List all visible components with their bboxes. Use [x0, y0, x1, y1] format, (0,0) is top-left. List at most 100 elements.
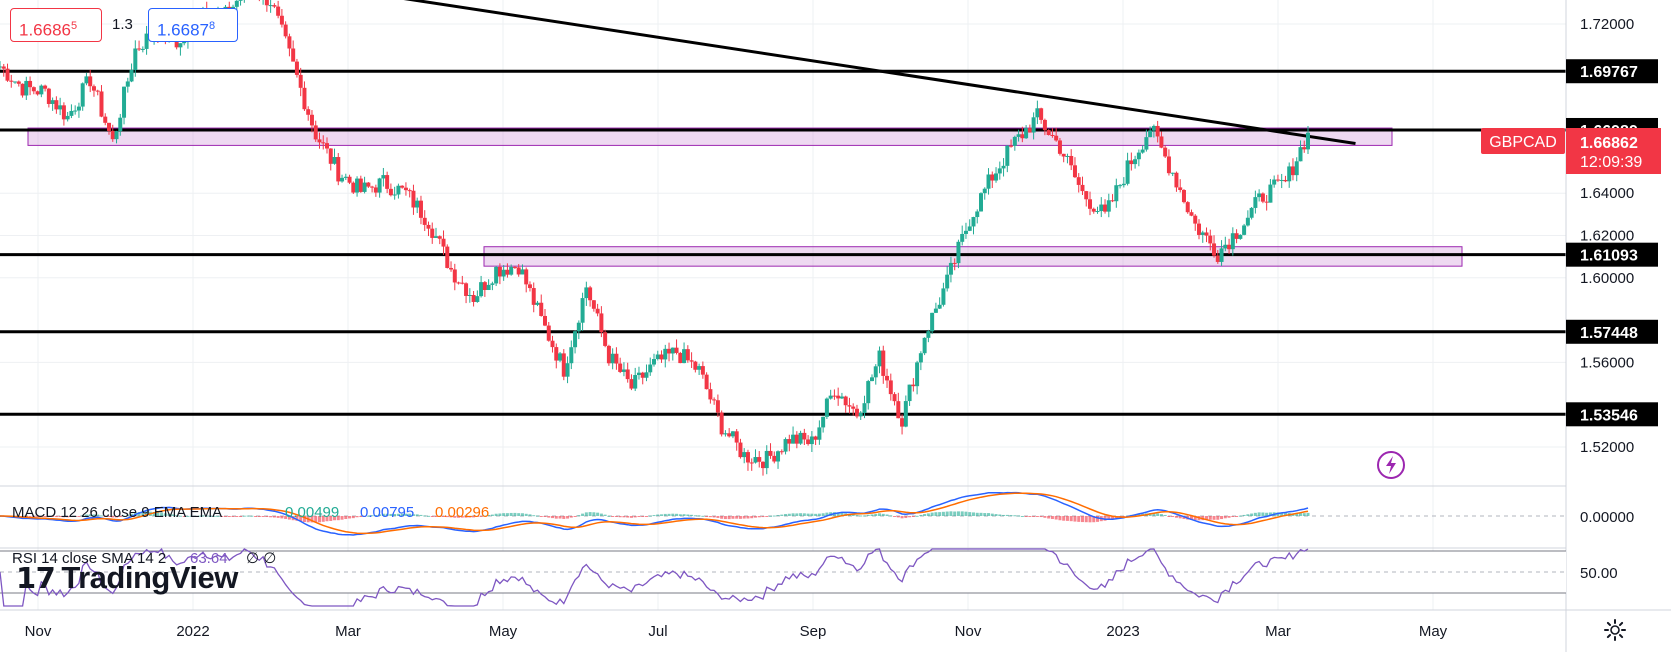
macd-bar — [900, 516, 904, 519]
candle — [776, 451, 781, 462]
candle — [877, 350, 882, 367]
spread-value: 1.3 — [112, 16, 133, 33]
descending-trendline[interactable] — [224, 0, 1356, 145]
macd-bar — [167, 513, 171, 516]
candle — [573, 331, 578, 348]
time-label-7: 2023 — [1106, 623, 1139, 640]
zone-0[interactable] — [27, 127, 1393, 146]
time-axis[interactable]: Nov 2022 Mar May Jul Sep Nov 2023 Mar May — [25, 623, 1448, 640]
price-axis[interactable]: 1.72000 1.64000 1.62000 1.60000 1.56000 1.520… — [1580, 16, 1634, 456]
candle — [54, 100, 59, 110]
macd-bar — [603, 514, 607, 516]
flash-icon[interactable] — [1376, 450, 1406, 480]
zone-1[interactable] — [483, 246, 1463, 267]
macd-bar — [1231, 516, 1235, 517]
tradingview-logo[interactable]: 𝟭𝟳 TradingView — [16, 560, 238, 596]
macd-bar — [934, 512, 938, 516]
candle — [854, 408, 859, 417]
macd-bar — [968, 512, 972, 516]
macd-bar — [1065, 516, 1069, 521]
macd-bar — [340, 516, 344, 520]
candle — [174, 40, 179, 48]
candle — [494, 266, 499, 284]
candle — [806, 439, 811, 445]
macd-bar — [197, 515, 201, 517]
sell-button[interactable]: 1.66865 — [10, 8, 102, 42]
candle — [1219, 248, 1224, 262]
candle — [441, 238, 446, 247]
macd-bar — [731, 516, 735, 519]
macd-bar — [994, 514, 998, 516]
candle — [652, 359, 656, 365]
macd-bar — [584, 512, 588, 516]
candle — [122, 86, 127, 118]
macd-bar — [212, 515, 216, 517]
macd-bar — [806, 513, 810, 516]
macd-bar — [547, 516, 551, 518]
macd-title[interactable]: MACD 12 26 close 9 EMA EMA — [12, 504, 222, 521]
macd-bar — [1096, 516, 1100, 522]
candle — [178, 43, 183, 48]
macd-bar — [254, 516, 258, 517]
rsi-title[interactable]: RSI 14 close SMA 14 2 — [12, 550, 166, 567]
macd-bar — [276, 516, 280, 518]
candle — [659, 354, 664, 360]
candle — [700, 366, 705, 375]
macd-bar — [224, 516, 228, 517]
macd-bar — [156, 512, 160, 516]
candle — [422, 217, 427, 225]
candle — [580, 298, 585, 323]
candle — [355, 178, 360, 193]
macd-bar — [660, 514, 664, 516]
macd-bar — [505, 513, 509, 516]
macd-signal-line — [0, 492, 1309, 535]
macd-bar — [1077, 516, 1081, 522]
candle — [561, 353, 566, 377]
candle — [46, 88, 51, 104]
macd-bar — [1298, 513, 1302, 516]
macd-bar — [566, 516, 570, 519]
candle — [1159, 136, 1164, 148]
rsi-pane[interactable]: RSI 14 close SMA 14 2 63.64 ∅ ∅ — [0, 547, 1566, 607]
macd-bar — [949, 511, 953, 516]
candle — [1155, 125, 1160, 137]
candle — [287, 36, 292, 49]
candle — [283, 24, 288, 37]
macd-bar — [930, 512, 934, 516]
macd-bar — [302, 516, 306, 523]
macd-bar — [1013, 515, 1017, 517]
candle — [460, 282, 465, 284]
candle — [1290, 166, 1295, 176]
settings-gear-icon[interactable] — [1603, 618, 1627, 642]
candle — [107, 122, 111, 131]
candle — [945, 274, 950, 289]
buy-price-sup: 8 — [209, 20, 216, 32]
macd-bar — [1223, 516, 1227, 519]
macd-bar — [532, 515, 536, 517]
macd-bar — [908, 516, 912, 518]
level-label-4: 1.53546 — [1580, 407, 1638, 424]
macd-bar — [24, 516, 28, 517]
macd-pane[interactable]: MACD 12 26 close 9 EMA EMA 0.00499 0.007… — [0, 491, 1566, 536]
candle — [1257, 193, 1262, 198]
macd-bar — [118, 516, 122, 517]
macd-bar — [772, 515, 776, 517]
symbol-price-tag[interactable]: GBPCAD 1.66862 12:09:39 — [1481, 128, 1661, 174]
buy-button[interactable]: 1.66878 — [148, 8, 238, 42]
candle — [629, 379, 634, 389]
macd-bar — [558, 516, 562, 519]
candle — [1009, 145, 1014, 147]
macd-bar — [186, 515, 190, 517]
horizontal-levels[interactable] — [0, 69, 1566, 416]
candle — [648, 364, 653, 373]
macd-bar — [355, 516, 359, 518]
macd-bar — [915, 515, 919, 517]
macd-bar — [81, 515, 85, 517]
macd-bar — [1174, 516, 1178, 518]
support-resistance-zones — [27, 127, 1463, 267]
candle — [65, 115, 70, 120]
macd-bar — [814, 513, 818, 516]
macd-bar — [1268, 512, 1272, 516]
candle — [847, 405, 852, 407]
